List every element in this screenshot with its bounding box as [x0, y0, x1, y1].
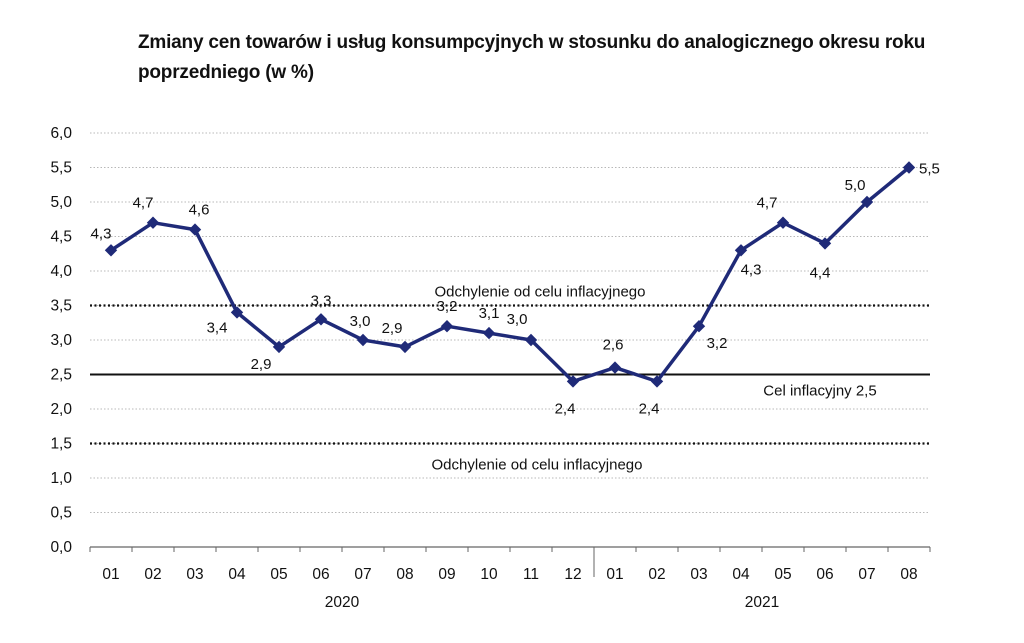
data-point-marker [272, 340, 286, 354]
x-tick-label: 03 [690, 566, 707, 583]
data-point-marker [146, 216, 160, 229]
data-point-marker [818, 237, 832, 250]
x-tick-label: 01 [102, 566, 119, 583]
data-label: 3,0 [350, 313, 371, 330]
x-tick-label: 08 [396, 566, 413, 583]
data-point-marker [860, 195, 874, 209]
y-tick-label: 4,5 [50, 229, 72, 246]
x-tick-label: 02 [144, 566, 161, 583]
data-point-marker [314, 313, 328, 326]
data-label: 4,3 [741, 261, 762, 278]
data-point-marker [776, 216, 790, 229]
data-label: 4,7 [757, 195, 778, 212]
x-tick-label: 07 [858, 566, 875, 583]
data-label: 2,9 [251, 356, 272, 373]
data-point-marker [566, 375, 580, 388]
x-tick-label: 06 [312, 566, 329, 583]
data-label: 5,5 [919, 161, 940, 178]
y-tick-label: 3,5 [50, 298, 72, 315]
deviation-band-label: Odchylenie od celu inflacyjnego [435, 284, 646, 301]
x-tick-label: 07 [354, 566, 371, 583]
data-point-marker [734, 244, 748, 257]
data-point-marker [188, 223, 202, 236]
data-label: 4,3 [91, 225, 112, 242]
x-tick-label: 05 [270, 566, 287, 583]
inflation-target-label: Cel inflacyjny 2,5 [763, 383, 876, 400]
data-label: 2,4 [639, 400, 660, 417]
data-label: 2,4 [555, 400, 576, 417]
data-label: 5,0 [845, 177, 866, 194]
data-label: 2,9 [382, 320, 403, 337]
x-tick-label: 12 [564, 566, 581, 583]
x-tick-label: 04 [732, 566, 750, 583]
data-label: 3,2 [707, 335, 728, 352]
data-point-marker [608, 361, 622, 374]
y-tick-label: 3,0 [50, 332, 72, 349]
data-point-marker [524, 333, 538, 347]
y-tick-label: 0,0 [50, 539, 72, 556]
x-tick-label: 08 [900, 566, 917, 583]
data-label: 3,0 [507, 311, 528, 328]
y-tick-label: 4,0 [50, 263, 72, 280]
data-label: 3,1 [479, 305, 500, 322]
x-tick-label: 02 [648, 566, 665, 583]
x-tick-label: 09 [438, 566, 455, 583]
x-tick-label: 04 [228, 566, 246, 583]
x-tick-label: 01 [606, 566, 623, 583]
series-line [110, 166, 911, 384]
data-label: 4,6 [189, 202, 210, 219]
y-tick-label: 2,5 [50, 367, 72, 384]
data-label: 2,6 [603, 337, 624, 354]
y-tick-label: 6,0 [50, 125, 72, 142]
data-point-marker [398, 340, 412, 354]
data-point-marker [692, 320, 706, 333]
data-label: 3,3 [311, 292, 332, 309]
y-tick-label: 5,0 [50, 194, 72, 211]
data-point-marker [440, 320, 454, 333]
data-point-marker [482, 326, 496, 340]
data-point-marker [230, 306, 244, 319]
y-tick-label: 5,5 [50, 160, 72, 177]
data-point-marker [902, 161, 916, 174]
year-label: 2021 [745, 594, 779, 611]
data-point-marker [650, 375, 664, 388]
x-tick-label: 11 [523, 566, 539, 583]
y-tick-label: 1,0 [50, 470, 72, 487]
data-point-marker [356, 333, 370, 347]
y-tick-label: 2,0 [50, 401, 72, 418]
x-tick-label: 03 [186, 566, 203, 583]
data-label: 4,4 [810, 264, 831, 281]
data-label: 4,7 [133, 195, 154, 212]
y-tick-label: 1,5 [50, 436, 72, 453]
x-tick-label: 05 [774, 566, 791, 583]
x-tick-label: 06 [816, 566, 833, 583]
data-point-marker [104, 244, 118, 257]
year-label: 2020 [325, 594, 360, 611]
x-tick-label: 10 [480, 566, 498, 583]
data-label: 3,4 [207, 319, 228, 336]
chart-title: Zmiany cen towarów i usług konsumpcyjnyc… [138, 32, 926, 83]
deviation-band-label: Odchylenie od celu inflacyjnego [432, 457, 643, 474]
y-tick-label: 0,5 [50, 505, 72, 522]
data-label: 3,2 [437, 298, 458, 315]
